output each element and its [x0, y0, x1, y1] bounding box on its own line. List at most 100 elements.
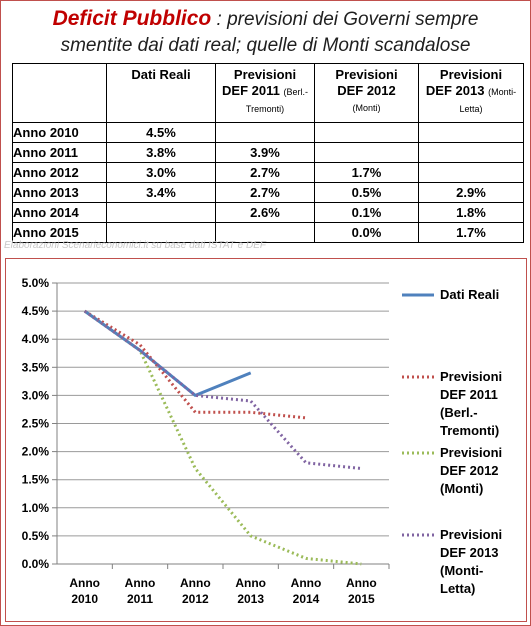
legend-label: Previsioni DEF 2011 (Berl.- Tremonti) [440, 369, 502, 438]
column-header-label: Previsioni [335, 67, 398, 82]
y-tick-label: 1.5% [22, 473, 50, 487]
chart-frame: 0.0% 0.5% 1.0% 1.5% 2.0% 2.5% 3.0% 3.5% 4.0% 4.5%… [5, 258, 527, 622]
y-tick-label: 0.0% [22, 557, 50, 571]
legend-label-line: DEF 2013 [440, 545, 499, 560]
x-tick-label-line: Anno [291, 576, 322, 590]
legend-label-line: (Monti- [440, 563, 483, 578]
table-cell: 3.4% [106, 182, 216, 203]
table-row: Anno 2015 0.0% 1.7% [12, 222, 524, 243]
column-header: Dati Reali [106, 63, 216, 123]
table-cell: 3.0% [106, 162, 216, 183]
x-tick-label-line: Anno [235, 576, 266, 590]
y-tick-label: 3.0% [22, 388, 50, 402]
table-cell: 2.7% [215, 162, 315, 183]
series-line-1 [83, 309, 307, 420]
legend-label-line: Dati Reali [440, 287, 499, 302]
title-bold: Deficit Pubblico [52, 7, 212, 30]
row-label: Anno 2015 [12, 222, 107, 243]
table-cell: 1.7% [314, 162, 419, 183]
source-note: Elaborazioni Scenarieconomici.it su base… [4, 240, 266, 251]
legend-label-line: Previsioni [440, 445, 502, 460]
y-tick-label: 2.5% [22, 417, 50, 431]
table-cell: 3.8% [106, 142, 216, 163]
y-tick-label: 1.0% [22, 501, 50, 515]
column-header: Previsioni DEF 2011 (Berl.- Tremonti) [215, 63, 315, 123]
row-label: Anno 2014 [12, 202, 107, 223]
x-tick-label-line: Anno [125, 576, 156, 590]
title-line-1: Deficit Pubblico : previsioni dei Govern… [1, 7, 530, 31]
column-header-label: Dati Reali [131, 67, 191, 82]
x-tick-label-line: 2014 [293, 592, 320, 606]
x-tick-label-line: 2015 [348, 592, 375, 606]
legend-label: Previsioni DEF 2013 (Monti- Letta) [440, 527, 502, 596]
x-tick-label-line: 2013 [237, 592, 264, 606]
x-tick-label: Anno 2013 [235, 576, 266, 606]
x-tick-label-line: 2011 [127, 592, 153, 606]
column-header-label: DEF 2013 [425, 83, 485, 98]
column-header-label: Previsioni [439, 67, 503, 82]
table-cell [314, 142, 419, 163]
title-rest: : previsioni dei Governi sempre [216, 9, 479, 30]
table-cell: 1.7% [418, 222, 524, 243]
y-tick-label: 2.0% [22, 445, 50, 459]
x-tick-label: Anno 2012 [180, 576, 211, 606]
table-cell [418, 142, 524, 163]
table-cell: 2.9% [418, 182, 524, 203]
table-row: Anno 2011 3.8% 3.9% [12, 142, 524, 163]
column-header-label: DEF 2012 [337, 83, 396, 98]
table-cell: 1.8% [418, 202, 524, 223]
column-header-label: DEF 2011 [222, 83, 280, 98]
legend-label-line: (Berl.- [440, 405, 478, 420]
row-label: Anno 2012 [12, 162, 107, 183]
table-cell [418, 122, 524, 143]
table-row: Anno 2012 3.0% 2.7% 1.7% [12, 162, 524, 183]
column-header: Previsioni DEF 2013 (Monti- Letta) [418, 63, 524, 123]
y-tick-label: 5.0% [22, 276, 50, 290]
y-tick-label: 0.5% [22, 529, 50, 543]
x-tick-label: Anno 2015 [346, 576, 377, 606]
x-tick-label-line: Anno [346, 576, 377, 590]
table-cell: 4.5% [106, 122, 216, 143]
legend-label-line: DEF 2012 [440, 463, 499, 478]
forecast-table: Dati Reali Previsioni DEF 2011 (Berl.- T… [12, 63, 524, 243]
legend-label-line: Previsioni [440, 527, 502, 542]
legend-label-line: DEF 2011 [440, 387, 498, 402]
table-row: Anno 2010 4.5% [12, 122, 524, 143]
table-cell [418, 162, 524, 183]
table-row: Anno 2014 2.6% 0.1% 1.8% [12, 202, 524, 223]
table-cell [215, 122, 315, 143]
x-tick-label: Anno 2011 [125, 576, 156, 606]
column-header-sub: Letta) [459, 104, 483, 114]
column-header-sub: (Berl.- [283, 87, 308, 97]
column-header-sub: (Monti- [488, 87, 517, 97]
corner-cell [12, 63, 107, 123]
legend-label-line: Letta) [440, 581, 475, 596]
title-box: Deficit Pubblico : previsioni dei Govern… [1, 1, 530, 63]
x-tick-label: Anno 2014 [291, 576, 322, 606]
table-cell: 0.1% [314, 202, 419, 223]
y-tick-label: 4.0% [22, 332, 50, 346]
x-tick-label: Anno 2010 [69, 576, 100, 606]
line-chart: 0.0% 0.5% 1.0% 1.5% 2.0% 2.5% 3.0% 3.5% 4.0% 4.5%… [22, 276, 503, 606]
series-line-3 [83, 309, 362, 470]
table-cell [106, 202, 216, 223]
table-cell: 2.7% [215, 182, 315, 203]
table-cell: 0.5% [314, 182, 419, 203]
row-label: Anno 2013 [12, 182, 107, 203]
title-line-2: smentite dai dati real; quelle di Monti … [60, 35, 471, 56]
table-cell: 3.9% [215, 142, 315, 163]
column-header-sub: Tremonti) [245, 104, 285, 114]
legend-label: Previsioni DEF 2012 (Monti) [440, 445, 502, 496]
table-row: Anno 2013 3.4% 2.7% 0.5% 2.9% [12, 182, 524, 203]
y-tick-label: 3.5% [22, 360, 50, 374]
x-tick-label-line: Anno [180, 576, 211, 590]
table-cell: 0.0% [314, 222, 419, 243]
row-label: Anno 2011 [12, 142, 107, 163]
y-tick-label: 4.5% [22, 304, 50, 318]
series-line-2 [83, 309, 362, 566]
column-header: Previsioni DEF 2012 (Monti) [314, 63, 419, 123]
table-cell [314, 122, 419, 143]
x-tick-label-line: Anno [69, 576, 100, 590]
legend-label: Dati Reali [440, 287, 499, 302]
legend-label-line: Tremonti) [440, 423, 499, 438]
